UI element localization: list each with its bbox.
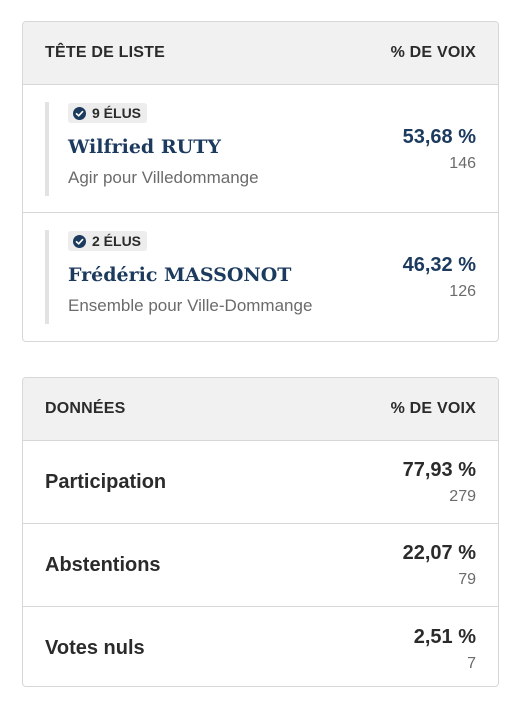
header-pct-voix: % DE VOIX bbox=[390, 400, 476, 417]
data-row-abstentions: Abstentions 22,07 % 79 bbox=[23, 524, 498, 607]
data-percent: 77,93 % bbox=[402, 459, 476, 481]
candidate-percent: 53,68 % bbox=[402, 126, 476, 148]
elected-badge: 9 ÉLUS bbox=[68, 103, 148, 123]
candidate-votes: 126 bbox=[449, 283, 476, 300]
candidate-color-bar bbox=[45, 230, 49, 324]
results-header: TÊTE DE LISTE % DE VOIX bbox=[23, 22, 498, 85]
candidate-name: Wilfried RUTY bbox=[68, 135, 221, 158]
header-tete-de-liste: TÊTE DE LISTE bbox=[45, 44, 165, 61]
header-pct-voix: % DE VOIX bbox=[390, 44, 476, 61]
data-count: 79 bbox=[458, 571, 476, 588]
data-label: Participation bbox=[45, 470, 167, 493]
data-count: 7 bbox=[467, 654, 476, 672]
candidate-list-name: Agir pour Villedommange bbox=[68, 167, 259, 187]
candidate-percent: 46,32 % bbox=[402, 254, 476, 276]
results-card: TÊTE DE LISTE % DE VOIX 9 ÉLUS Wilfried … bbox=[22, 21, 499, 342]
data-row-votes-nuls: Votes nuls 2,51 % 7 bbox=[23, 607, 498, 686]
candidate-row: 2 ÉLUS Frédéric MASSONOT Ensemble pour V… bbox=[23, 213, 498, 341]
data-label: Votes nuls bbox=[45, 637, 145, 659]
elected-count: 9 ÉLUS bbox=[92, 105, 142, 121]
data-count: 279 bbox=[449, 488, 476, 505]
data-card: DONNÉES % DE VOIX Participation 77,93 % … bbox=[22, 377, 499, 687]
candidate-name: Frédéric MASSONOT bbox=[68, 263, 292, 286]
header-donnees: DONNÉES bbox=[45, 400, 126, 417]
check-circle-icon bbox=[73, 234, 86, 248]
elected-count: 2 ÉLUS bbox=[92, 233, 142, 249]
data-row-participation: Participation 77,93 % 279 bbox=[23, 441, 498, 524]
elected-badge: 2 ÉLUS bbox=[68, 231, 148, 251]
candidate-row: 9 ÉLUS Wilfried RUTY Agir pour Villedomm… bbox=[23, 85, 498, 213]
candidate-votes: 146 bbox=[449, 155, 476, 172]
data-percent: 2,51 % bbox=[413, 625, 476, 648]
candidate-list-name: Ensemble pour Ville-Dommange bbox=[68, 295, 313, 315]
check-circle-icon bbox=[73, 106, 86, 120]
data-header: DONNÉES % DE VOIX bbox=[23, 378, 498, 441]
data-label: Abstentions bbox=[45, 553, 161, 576]
data-percent: 22,07 % bbox=[402, 542, 476, 564]
candidate-color-bar bbox=[45, 102, 49, 196]
